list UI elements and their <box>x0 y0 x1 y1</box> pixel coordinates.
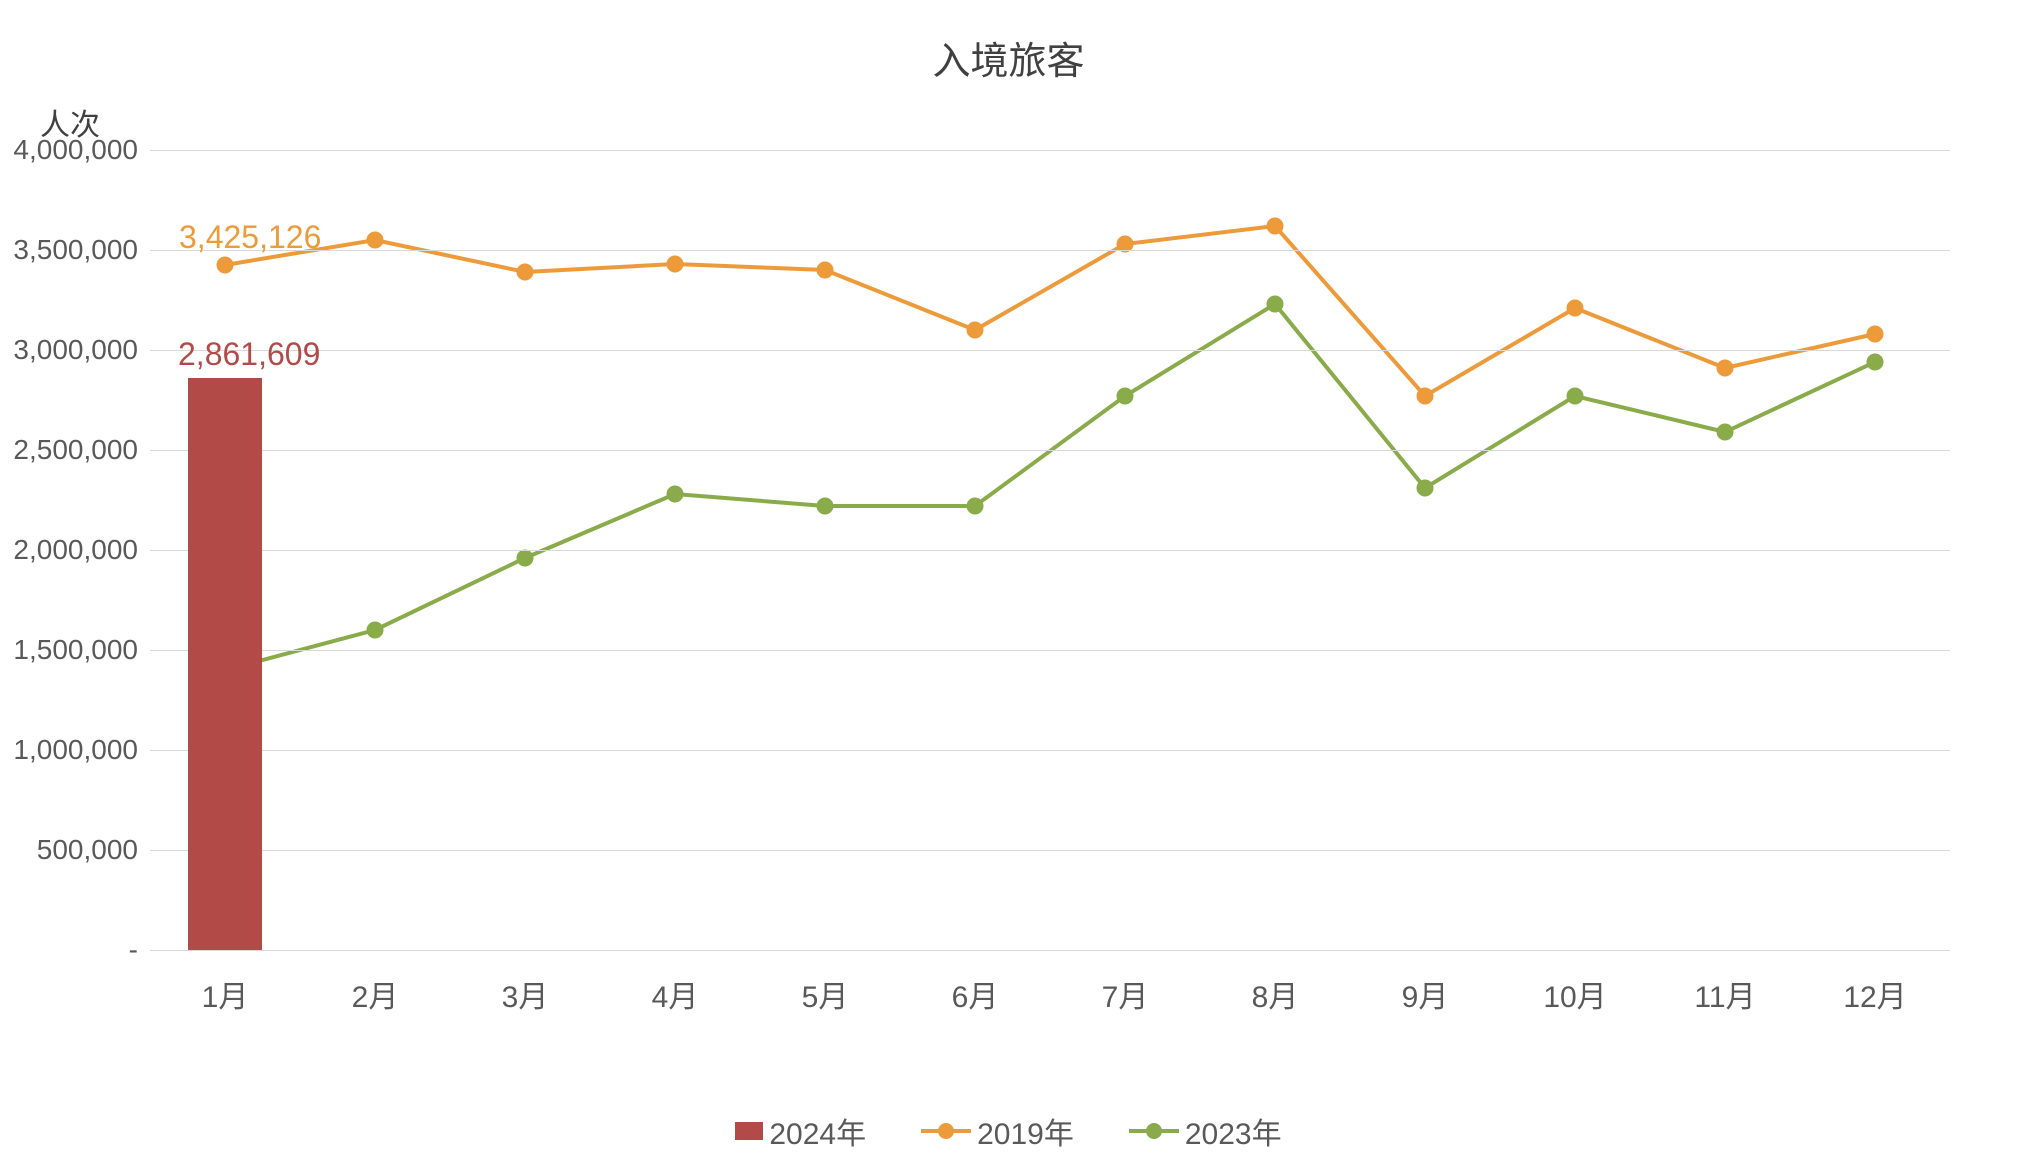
y-tick-label: 3,000,000 <box>13 334 138 366</box>
series-marker <box>1567 388 1583 404</box>
grid-line <box>150 450 1950 451</box>
y-tick-label: 1,000,000 <box>13 734 138 766</box>
series-marker <box>517 264 533 280</box>
legend-item: 2019年 <box>921 1109 1074 1153</box>
legend-item: 2023年 <box>1129 1109 1282 1153</box>
x-tick-label: 5月 <box>802 972 849 1016</box>
x-tick-label: 4月 <box>652 972 699 1016</box>
series-line <box>225 304 1875 670</box>
x-tick-label: 7月 <box>1102 972 1149 1016</box>
x-tick-label: 3月 <box>502 972 549 1016</box>
chart-title: 入境旅客 <box>0 30 2017 85</box>
x-tick-label: 6月 <box>952 972 999 1016</box>
series-marker <box>1417 388 1433 404</box>
series-marker <box>667 256 683 272</box>
x-tick-label: 10月 <box>1543 972 1606 1016</box>
data-label: 3,425,126 <box>179 219 321 256</box>
y-tick-label: 1,500,000 <box>13 634 138 666</box>
plot-area: -500,0001,000,0001,500,0002,000,0002,500… <box>150 150 1950 950</box>
series-marker <box>667 486 683 502</box>
series-marker <box>1267 218 1283 234</box>
series-marker <box>1267 296 1283 312</box>
grid-line <box>150 150 1950 151</box>
y-tick-label: 4,000,000 <box>13 134 138 166</box>
series-marker <box>967 322 983 338</box>
y-tick-label: 500,000 <box>37 834 138 866</box>
series-marker <box>517 550 533 566</box>
legend-label: 2023年 <box>1185 1109 1282 1153</box>
series-marker <box>967 498 983 514</box>
series-marker <box>1417 480 1433 496</box>
grid-line <box>150 250 1950 251</box>
grid-line <box>150 850 1950 851</box>
legend-swatch-bar <box>735 1122 763 1140</box>
series-marker <box>817 262 833 278</box>
series-marker <box>1867 326 1883 342</box>
legend-item: 2024年 <box>735 1109 866 1153</box>
legend-swatch-line <box>1129 1122 1179 1140</box>
grid-line <box>150 950 1950 951</box>
x-tick-label: 1月 <box>202 972 249 1016</box>
bar <box>188 378 262 950</box>
grid-line <box>150 350 1950 351</box>
series-marker <box>1717 360 1733 376</box>
x-tick-label: 9月 <box>1402 972 1449 1016</box>
x-tick-label: 11月 <box>1694 972 1755 1016</box>
legend: 2024年 2019年 2023年 <box>0 1109 2017 1153</box>
y-tick-label: 2,500,000 <box>13 434 138 466</box>
x-tick-label: 12月 <box>1843 972 1906 1016</box>
series-marker <box>1717 424 1733 440</box>
series-marker <box>217 257 233 273</box>
series-marker <box>817 498 833 514</box>
x-tick-label: 2月 <box>352 972 399 1016</box>
y-tick-label: 3,500,000 <box>13 234 138 266</box>
y-tick-label: - <box>129 934 138 966</box>
series-marker <box>1117 388 1133 404</box>
series-line <box>225 226 1875 396</box>
grid-line <box>150 750 1950 751</box>
legend-swatch-line <box>921 1122 971 1140</box>
series-marker <box>1867 354 1883 370</box>
data-label: 2,861,609 <box>178 336 320 373</box>
legend-label: 2019年 <box>977 1109 1074 1153</box>
series-marker <box>367 622 383 638</box>
series-marker <box>1567 300 1583 316</box>
grid-line <box>150 650 1950 651</box>
grid-line <box>150 550 1950 551</box>
y-tick-label: 2,000,000 <box>13 534 138 566</box>
series-marker <box>367 232 383 248</box>
legend-label: 2024年 <box>769 1109 866 1153</box>
x-tick-label: 8月 <box>1252 972 1299 1016</box>
chart-container: 入境旅客 人次 -500,0001,000,0001,500,0002,000,… <box>0 0 2017 1173</box>
